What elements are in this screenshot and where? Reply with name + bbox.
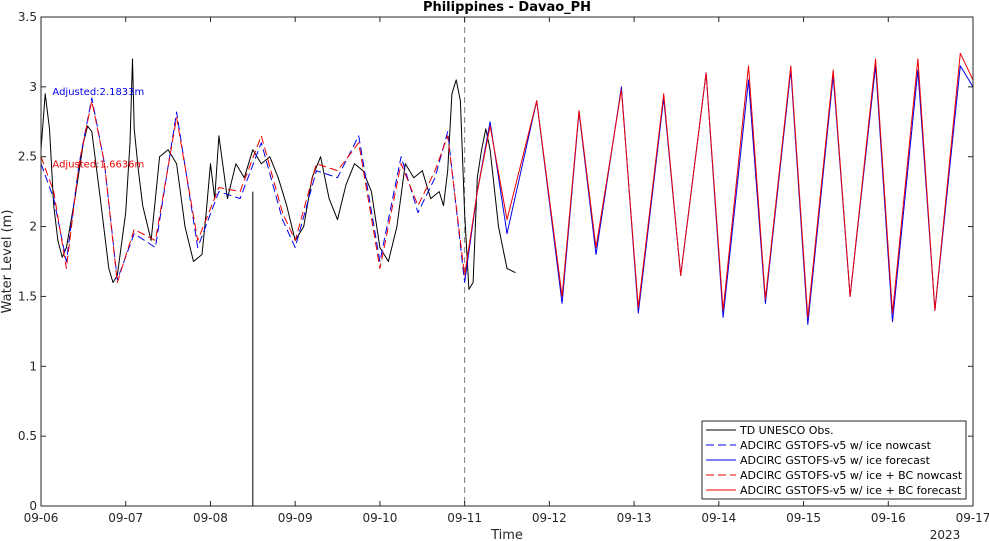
x-tick-label-1: 09-07 [108,511,143,525]
x-tick-label-5: 09-11 [447,511,482,525]
x-tick-label-4: 09-10 [362,511,397,525]
series-line-1 [40,97,466,283]
y-tick-label-4: 2 [29,220,37,234]
annotation-1: Adjusted:1.6636m [52,160,144,171]
x-axis-title: Time [490,528,523,541]
y-tick-label-6: 3 [29,80,37,94]
legend-label-0: TD UNESCO Obs. [739,424,834,437]
y-tick-label-0: 0 [29,499,37,513]
x-tick-label-0: 09-06 [24,511,59,525]
x-tick-label-10: 09-16 [871,511,906,525]
x-tick-label-2: 09-08 [193,511,228,525]
series-line-3 [40,100,466,283]
x-tick-label-9: 09-15 [786,511,821,525]
legend-box [701,420,967,500]
x-year-label: 2023 [930,528,961,541]
x-tick-label-7: 09-13 [617,511,652,525]
legend-label-4: ADCIRC GSTOFS-v5 w/ ice + BC forecast [740,484,962,497]
x-tick-label-6: 09-12 [532,511,567,525]
chart-title: Philippines - Davao_PH [423,0,591,15]
annotation-0: Adjusted:2.1833m [52,87,144,98]
x-tick-label-8: 09-14 [701,511,736,525]
series-line-0 [40,58,516,290]
legend-label-3: ADCIRC GSTOFS-v5 w/ ice + BC nowcast [740,469,963,482]
y-tick-label-5: 2.5 [18,150,37,164]
y-tick-label-2: 1 [29,359,37,373]
y-tick-label-3: 1.5 [18,289,37,303]
x-tick-label-11: 09-17 [956,511,989,525]
y-axis-title: Water Level (m) [0,210,15,314]
legend-label-2: ADCIRC GSTOFS-v5 w/ ice forecast [740,454,931,467]
y-tick-label-7: 3.5 [18,10,37,24]
x-tick-label-3: 09-09 [278,511,313,525]
y-tick-label-1: 0.5 [18,429,37,443]
legend-label-1: ADCIRC GSTOFS-v5 w/ ice nowcast [740,439,932,452]
plot-frame [40,16,974,507]
series-line-4 [464,52,974,318]
